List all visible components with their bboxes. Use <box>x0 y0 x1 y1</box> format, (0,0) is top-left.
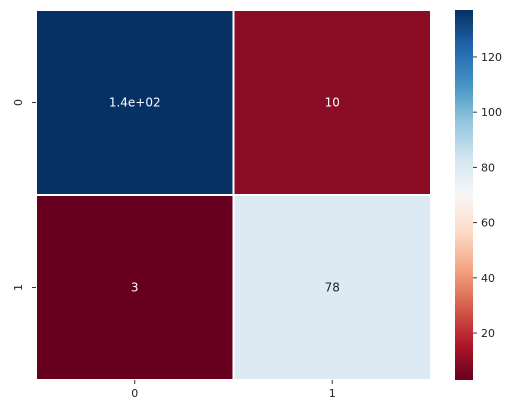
colorbar-tick-label: 40 <box>481 272 495 285</box>
x-tick-label: 1 <box>329 387 336 400</box>
y-axis-ticks: 01 <box>12 99 36 291</box>
colorbar-tick-label: 20 <box>481 327 495 340</box>
heatmap-cells <box>35 9 432 381</box>
cell-label-0-0: 1.4e+02 <box>109 96 161 110</box>
colorbar-tick-label: 100 <box>481 106 502 119</box>
y-tick-label: 0 <box>12 99 25 106</box>
x-tick-label: 0 <box>131 387 138 400</box>
cell-label-0-1: 10 <box>325 96 340 110</box>
y-tick-label: 1 <box>12 284 25 291</box>
heatmap-cell-0-0 <box>35 9 235 196</box>
cell-label-1-0: 3 <box>131 281 139 295</box>
colorbar-gradient <box>455 10 473 380</box>
colorbar-tick-label: 120 <box>481 51 502 64</box>
colorbar-tick-label: 80 <box>481 161 495 174</box>
colorbar: 20 40 60 80 100 120 <box>455 10 502 380</box>
heatmap-cell-1-0 <box>35 194 235 381</box>
heatmap-cell-1-1 <box>232 194 432 381</box>
heatmap-cell-0-1 <box>232 9 432 196</box>
colorbar-tick-label: 60 <box>481 217 495 230</box>
cell-annotations: 1.4e+02 10 3 78 <box>109 96 340 295</box>
cell-label-1-1: 78 <box>325 281 340 295</box>
